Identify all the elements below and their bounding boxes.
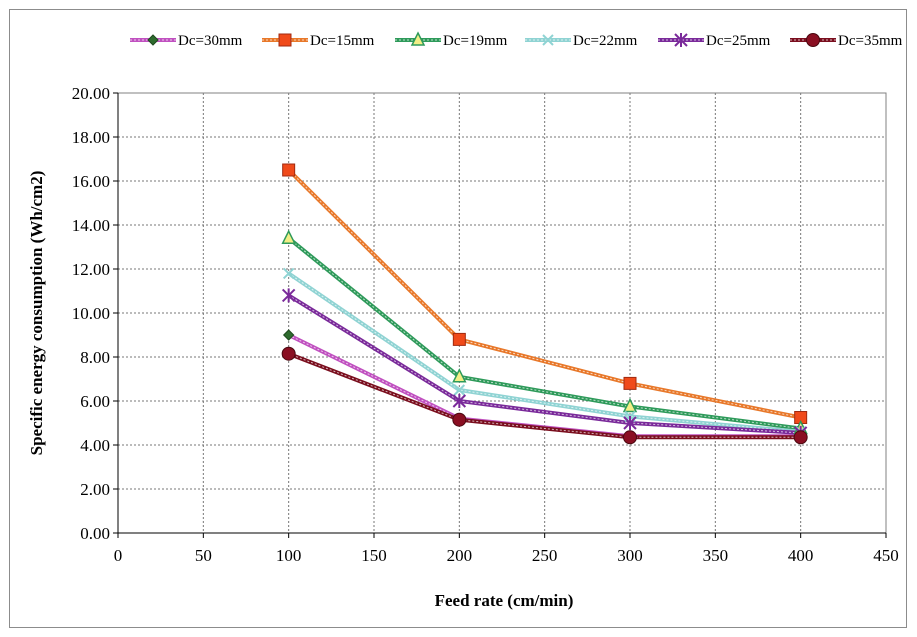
series-line-dots-Dc=22mm [288, 272, 801, 433]
legend-label: Dc=30mm [178, 33, 243, 49]
data-point-Dc=25mm [452, 394, 467, 408]
y-tick-label: 6.00 [80, 392, 110, 411]
legend-marker-Dc=19mm [410, 31, 426, 46]
legend-label: Dc=35mm [838, 33, 903, 49]
x-tick-label: 350 [703, 546, 729, 565]
x-tick-label: 100 [276, 546, 302, 565]
data-point-Dc=19mm [452, 368, 467, 383]
data-point-Dc=22mm [282, 267, 295, 280]
y-tick-label: 16.00 [72, 172, 110, 191]
y-tick-label: 12.00 [72, 260, 110, 279]
y-tick-label: 8.00 [80, 348, 110, 367]
data-point-Dc=35mm [452, 412, 467, 427]
x-tick-label: 400 [788, 546, 814, 565]
y-tick-label: 18.00 [72, 128, 110, 147]
series-line-dots-Dc=15mm [288, 169, 801, 418]
x-tick-label: 200 [447, 546, 473, 565]
x-tick-label: 300 [617, 546, 643, 565]
legend-label: Dc=22mm [573, 33, 638, 49]
series-line-dots-Dc=25mm [288, 294, 801, 434]
data-point-Dc=19mm [281, 229, 296, 244]
y-tick-label: 4.00 [80, 436, 110, 455]
data-point-Dc=19mm [622, 397, 638, 413]
y-axis-title: Specific energy consumption (Wh/cm2) [27, 171, 46, 456]
y-tick-label: 14.00 [72, 216, 110, 235]
x-tick-label: 150 [361, 546, 387, 565]
x-tick-label: 50 [195, 546, 212, 565]
data-point-Dc=35mm [623, 430, 637, 445]
legend-label: Dc=15mm [310, 33, 375, 49]
data-point-Dc=30mm [282, 329, 295, 341]
legend-marker-Dc=25mm [674, 33, 688, 47]
data-point-Dc=15mm [623, 376, 637, 390]
x-axis-title: Feed rate (cm/min) [435, 591, 574, 610]
data-point-Dc=15mm [452, 332, 466, 346]
x-tick-label: 450 [873, 546, 899, 565]
y-tick-label: 0.00 [80, 524, 110, 543]
x-tick-label: 250 [532, 546, 558, 565]
legend-marker-Dc=22mm [542, 34, 554, 46]
data-point-Dc=22mm [453, 384, 466, 396]
legend-marker-Dc=15mm [278, 33, 292, 47]
y-tick-label: 10.00 [72, 304, 110, 323]
legend-label: Dc=19mm [443, 33, 508, 49]
x-tick-label: 0 [114, 546, 123, 565]
y-tick-label: 20.00 [72, 84, 110, 103]
legend-label: Dc=25mm [706, 33, 771, 49]
data-point-Dc=25mm [281, 288, 296, 303]
series-line-dots-Dc=35mm [288, 353, 801, 438]
data-point-Dc=35mm [281, 346, 296, 361]
legend-marker-Dc=30mm [147, 34, 159, 46]
y-tick-label: 2.00 [80, 480, 110, 499]
data-point-Dc=25mm [623, 416, 637, 430]
data-point-Dc=35mm [793, 430, 808, 445]
legend-marker-Dc=35mm [806, 33, 820, 47]
series-line-dots-Dc=19mm [288, 237, 801, 429]
data-point-Dc=15mm [282, 163, 296, 177]
